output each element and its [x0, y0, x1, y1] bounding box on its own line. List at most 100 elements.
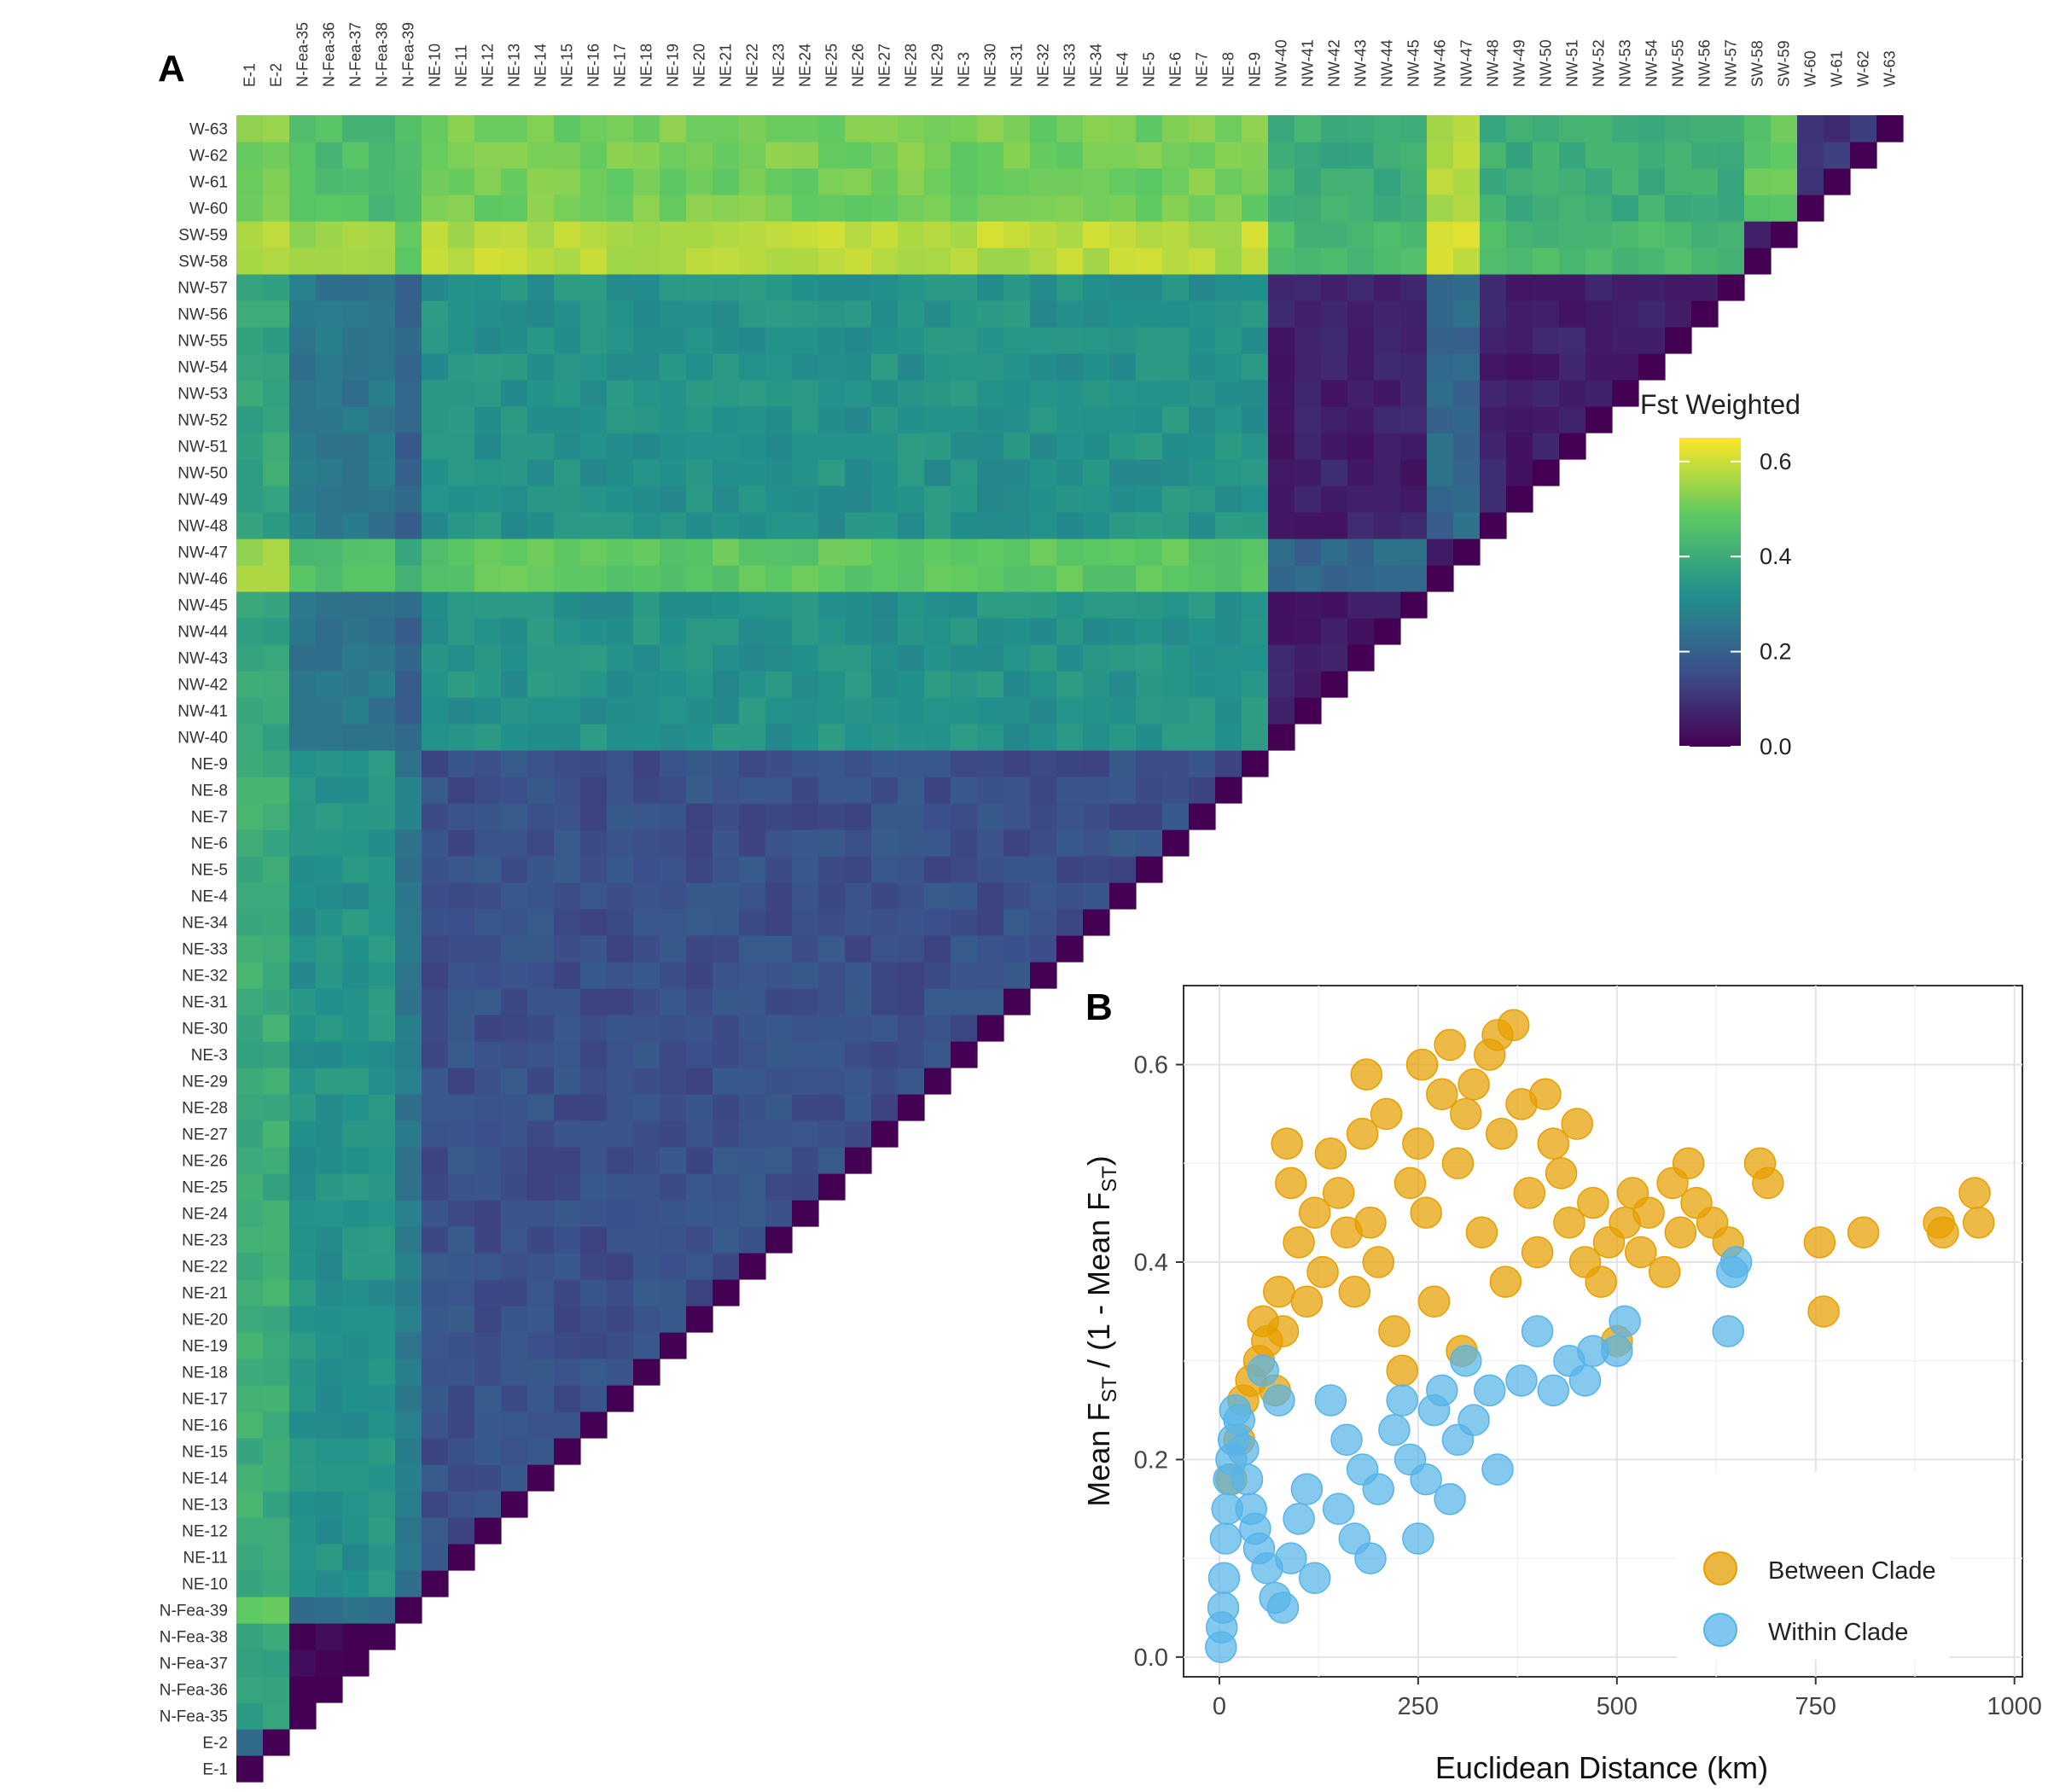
- heatmap-cell: [369, 1544, 396, 1571]
- heatmap-cell: [739, 962, 766, 989]
- heatmap-cell: [1136, 327, 1163, 354]
- heatmap-cell: [369, 1623, 396, 1650]
- heatmap-cell: [977, 512, 1004, 539]
- heatmap-cell: [342, 803, 369, 830]
- heatmap-column-labels: E-1 E-2 N-Fea-35 N-Fea-36 N-Fea-37 N-Fea-38 N-…: [241, 22, 1899, 87]
- heatmap-cell: [395, 724, 422, 751]
- heatmap-cell: [395, 274, 422, 301]
- heatmap-cell: [263, 856, 290, 883]
- heatmap-cell: [554, 1147, 581, 1174]
- heatmap-cell: [527, 168, 555, 195]
- heatmap-cell: [898, 247, 925, 275]
- heatmap-column-label: NE-13: [506, 44, 523, 87]
- heatmap-cell: [316, 935, 343, 963]
- heatmap-cell: [924, 618, 951, 645]
- heatmap-cell: [924, 327, 951, 354]
- heatmap-cell: [554, 591, 581, 619]
- heatmap-cell: [342, 327, 369, 354]
- heatmap-cell: [395, 459, 422, 486]
- heatmap-cell: [1109, 274, 1137, 301]
- heatmap-cell: [739, 512, 766, 539]
- within-clade-point: [1207, 1591, 1240, 1624]
- heatmap-cell: [660, 168, 687, 195]
- heatmap-cell: [713, 1173, 740, 1201]
- heatmap-cell: [1295, 591, 1322, 619]
- heatmap-cell: [580, 1332, 608, 1359]
- heatmap-cell: [1030, 300, 1057, 328]
- heatmap-row-label: NW-55: [177, 333, 228, 351]
- heatmap-row-label: NE-18: [182, 1364, 228, 1382]
- heatmap-cell: [289, 1253, 317, 1280]
- heatmap-cell: [1533, 247, 1560, 275]
- between-clade-point: [1441, 1147, 1475, 1180]
- heatmap-cell: [713, 909, 740, 936]
- heatmap-cell: [1030, 538, 1057, 566]
- heatmap-cell: [1321, 168, 1348, 195]
- heatmap-cell: [1242, 327, 1269, 354]
- heatmap-column-label: N-Fea-37: [347, 22, 364, 87]
- heatmap-cell: [263, 459, 290, 486]
- heatmap-cell: [871, 221, 899, 248]
- heatmap-row-label: NE-31: [182, 994, 228, 1012]
- heatmap-cell: [1083, 433, 1110, 460]
- heatmap-cell: [1056, 829, 1084, 857]
- heatmap-cell: [739, 697, 766, 724]
- heatmap-cell: [501, 1226, 528, 1254]
- heatmap-cell: [316, 221, 343, 248]
- heatmap-cell: [422, 1332, 449, 1359]
- heatmap-cell: [845, 803, 872, 830]
- heatmap-cell: [395, 247, 422, 275]
- heatmap-cell: [342, 829, 369, 857]
- heatmap-cell: [977, 1015, 1004, 1042]
- heatmap-cell: [448, 406, 475, 433]
- heatmap-cell: [1559, 168, 1586, 195]
- heatmap-cell: [1400, 591, 1428, 619]
- heatmap-cell: [1004, 671, 1031, 698]
- heatmap-cell: [818, 142, 846, 169]
- heatmap-cell: [607, 909, 634, 936]
- heatmap-cell: [527, 1120, 555, 1148]
- heatmap-cell: [977, 988, 1004, 1015]
- heatmap-cell: [501, 1173, 528, 1201]
- heatmap-cell: [607, 1253, 634, 1280]
- heatmap-cell: [1083, 644, 1110, 672]
- heatmap-cell: [474, 777, 502, 804]
- heatmap-cell: [395, 115, 422, 143]
- heatmap-cell: [580, 1068, 608, 1095]
- heatmap-cell: [369, 1411, 396, 1439]
- heatmap-column-label: NW-56: [1696, 39, 1713, 87]
- heatmap-cell: [1268, 221, 1295, 248]
- heatmap-cell: [1427, 274, 1454, 301]
- legend-tick-label: 0.0: [1760, 734, 1792, 759]
- heatmap-cell: [898, 512, 925, 539]
- heatmap-cell: [818, 962, 846, 989]
- x-tick-label: 1000: [1987, 1693, 2042, 1720]
- heatmap-cell: [369, 1438, 396, 1465]
- heatmap-cell: [554, 1411, 581, 1439]
- heatmap-cell: [342, 274, 369, 301]
- heatmap-cell: [236, 750, 264, 777]
- heatmap-cell: [1030, 777, 1057, 804]
- heatmap-cell: [977, 300, 1004, 328]
- heatmap-cell: [422, 1306, 449, 1333]
- heatmap-cell: [1612, 300, 1639, 328]
- heatmap-cell: [448, 1094, 475, 1121]
- heatmap-cell: [686, 882, 713, 910]
- heatmap-cell: [977, 195, 1004, 222]
- heatmap-cell: [448, 724, 475, 751]
- heatmap-cell: [1295, 247, 1322, 275]
- heatmap-cell: [633, 856, 660, 883]
- heatmap-cell: [369, 380, 396, 407]
- heatmap-cell: [924, 353, 951, 381]
- heatmap-cell: [554, 433, 581, 460]
- heatmap-row-label: NE-17: [182, 1391, 228, 1409]
- heatmap-cell: [289, 1200, 317, 1227]
- heatmap-cell: [607, 935, 634, 963]
- heatmap-cell: [818, 168, 846, 195]
- heatmap-cell: [871, 935, 899, 963]
- heatmap-cell: [369, 962, 396, 989]
- heatmap-cell: [1056, 697, 1084, 724]
- heatmap-cell: [474, 300, 502, 328]
- heatmap-cell: [1321, 591, 1348, 619]
- heatmap-cell: [792, 142, 819, 169]
